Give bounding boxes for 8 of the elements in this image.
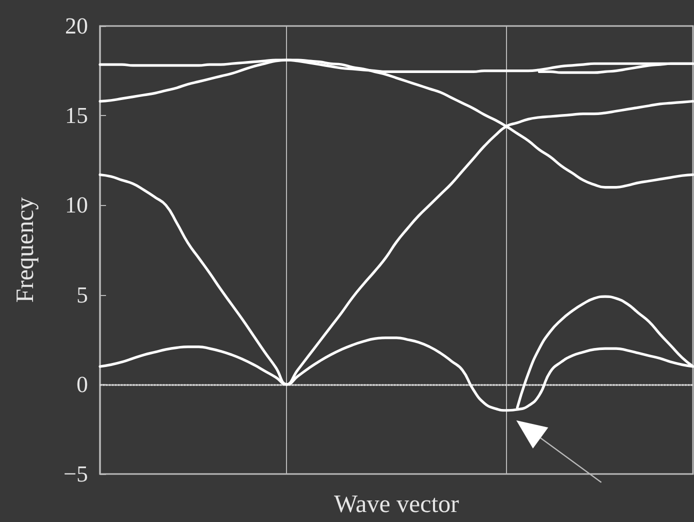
y-tick-label: 20 (65, 14, 88, 38)
y-tick-label: 15 (65, 103, 88, 128)
x-axis-title: Wave vector (334, 491, 460, 518)
y-tick-label: −5 (64, 462, 88, 486)
y-tick-label: 0 (76, 372, 88, 397)
y-tick-label: 10 (65, 192, 88, 218)
y-tick-label: 5 (76, 282, 88, 308)
y-axis-title: Frequency (12, 196, 39, 303)
